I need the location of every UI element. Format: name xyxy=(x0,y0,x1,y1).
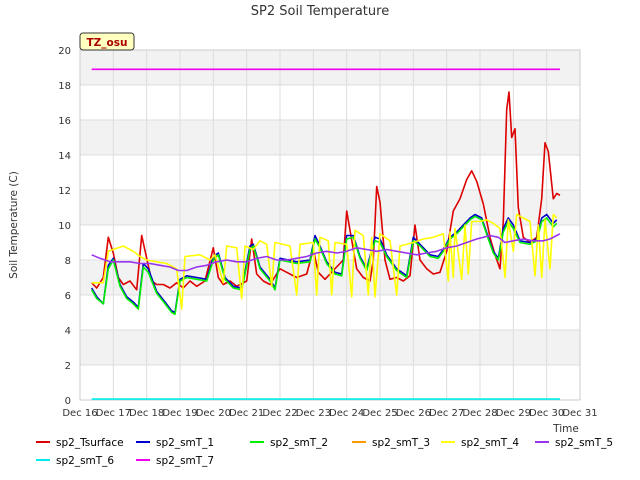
legend-swatch xyxy=(441,441,455,443)
x-tick-label: Dec 30 xyxy=(529,408,564,419)
y-tick-label: 4 xyxy=(65,326,71,337)
y-tick-label: 10 xyxy=(58,221,71,232)
legend-item: sp2_smT_4 xyxy=(441,436,519,450)
legend-swatch xyxy=(250,441,264,443)
legend-swatch xyxy=(36,441,50,443)
x-tick-label: Dec 20 xyxy=(196,408,231,419)
series-line-sp2_smT_4 xyxy=(91,213,558,310)
y-tick-label: 12 xyxy=(58,186,71,197)
background-band xyxy=(80,365,580,400)
y-tick-label: 0 xyxy=(65,396,71,407)
background-band xyxy=(80,120,580,155)
legend-swatch xyxy=(136,441,150,443)
y-tick-label: 14 xyxy=(58,151,71,162)
station-annotation: TZ_osu xyxy=(79,32,135,51)
chart-legend: sp2_Tsurface sp2_smT_1 sp2_smT_2 sp2_smT_3 s… xyxy=(36,436,636,472)
y-tick-label: 6 xyxy=(65,291,71,302)
x-tick-label: Dec 27 xyxy=(429,408,464,419)
x-tick-label: Dec 31 xyxy=(562,408,597,419)
y-tick-label: 16 xyxy=(58,116,71,127)
chart-title: SP2 Soil Temperature xyxy=(251,4,389,19)
legend-label: sp2_Tsurface xyxy=(56,437,124,449)
background-band xyxy=(80,295,580,330)
background-band xyxy=(80,190,580,225)
y-axis-label: Soil Temperature (C) xyxy=(8,171,20,279)
x-tick-label: Dec 24 xyxy=(329,408,364,419)
x-tick-label: Dec 21 xyxy=(229,408,264,419)
legend-label: sp2_smT_6 xyxy=(56,455,115,467)
x-tick-label: Dec 28 xyxy=(462,408,497,419)
legend-item: sp2_smT_5 xyxy=(535,436,613,450)
y-tick-label: 2 xyxy=(65,361,71,372)
y-tick-label: 20 xyxy=(58,46,71,57)
background-band xyxy=(80,85,580,120)
legend-item: sp2_smT_6 xyxy=(36,454,114,468)
annotation-text: TZ_osu xyxy=(87,37,128,49)
background-band xyxy=(80,330,580,365)
y-axis-ticks: 0 2 4 6 8 10 12 14 16 18 20 xyxy=(58,46,71,407)
background-band xyxy=(80,50,580,85)
legend-swatch xyxy=(535,441,549,443)
x-tick-label: Dec 16 xyxy=(62,408,97,419)
legend-item: sp2_smT_2 xyxy=(250,436,328,450)
legend-swatch xyxy=(136,459,150,461)
x-tick-label: Dec 17 xyxy=(96,408,131,419)
x-tick-label: Dec 23 xyxy=(296,408,331,419)
x-tick-label: Dec 19 xyxy=(162,408,197,419)
background-bands xyxy=(80,50,580,400)
y-tick-label: 8 xyxy=(65,256,71,267)
legend-label: sp2_smT_5 xyxy=(555,437,614,449)
x-tick-label: Dec 25 xyxy=(362,408,397,419)
series-line-sp2_smT_5 xyxy=(91,233,561,272)
background-band xyxy=(80,155,580,190)
x-axis-label: Time xyxy=(552,423,579,435)
annotation-box xyxy=(79,32,135,51)
y-tick-label: 18 xyxy=(58,81,71,92)
legend-item: sp2_Tsurface xyxy=(36,436,124,450)
legend-swatch xyxy=(36,459,50,461)
legend-label: sp2_smT_4 xyxy=(461,437,520,449)
legend-item: sp2_smT_7 xyxy=(136,454,214,468)
legend-swatch xyxy=(352,441,366,443)
x-tick-label: Dec 18 xyxy=(129,408,164,419)
legend-label: sp2_smT_3 xyxy=(372,437,431,449)
x-tick-label: Dec 22 xyxy=(262,408,297,419)
legend-label: sp2_smT_1 xyxy=(156,437,215,449)
legend-item: sp2_smT_3 xyxy=(352,436,430,450)
legend-item: sp2_smT_1 xyxy=(136,436,214,450)
legend-label: sp2_smT_2 xyxy=(270,437,329,449)
plot-area xyxy=(79,49,581,401)
x-tick-label: Dec 29 xyxy=(496,408,531,419)
series-layer xyxy=(91,68,561,400)
legend-label: sp2_smT_7 xyxy=(156,455,215,467)
background-band xyxy=(80,225,580,260)
x-tick-label: Dec 26 xyxy=(396,408,431,419)
